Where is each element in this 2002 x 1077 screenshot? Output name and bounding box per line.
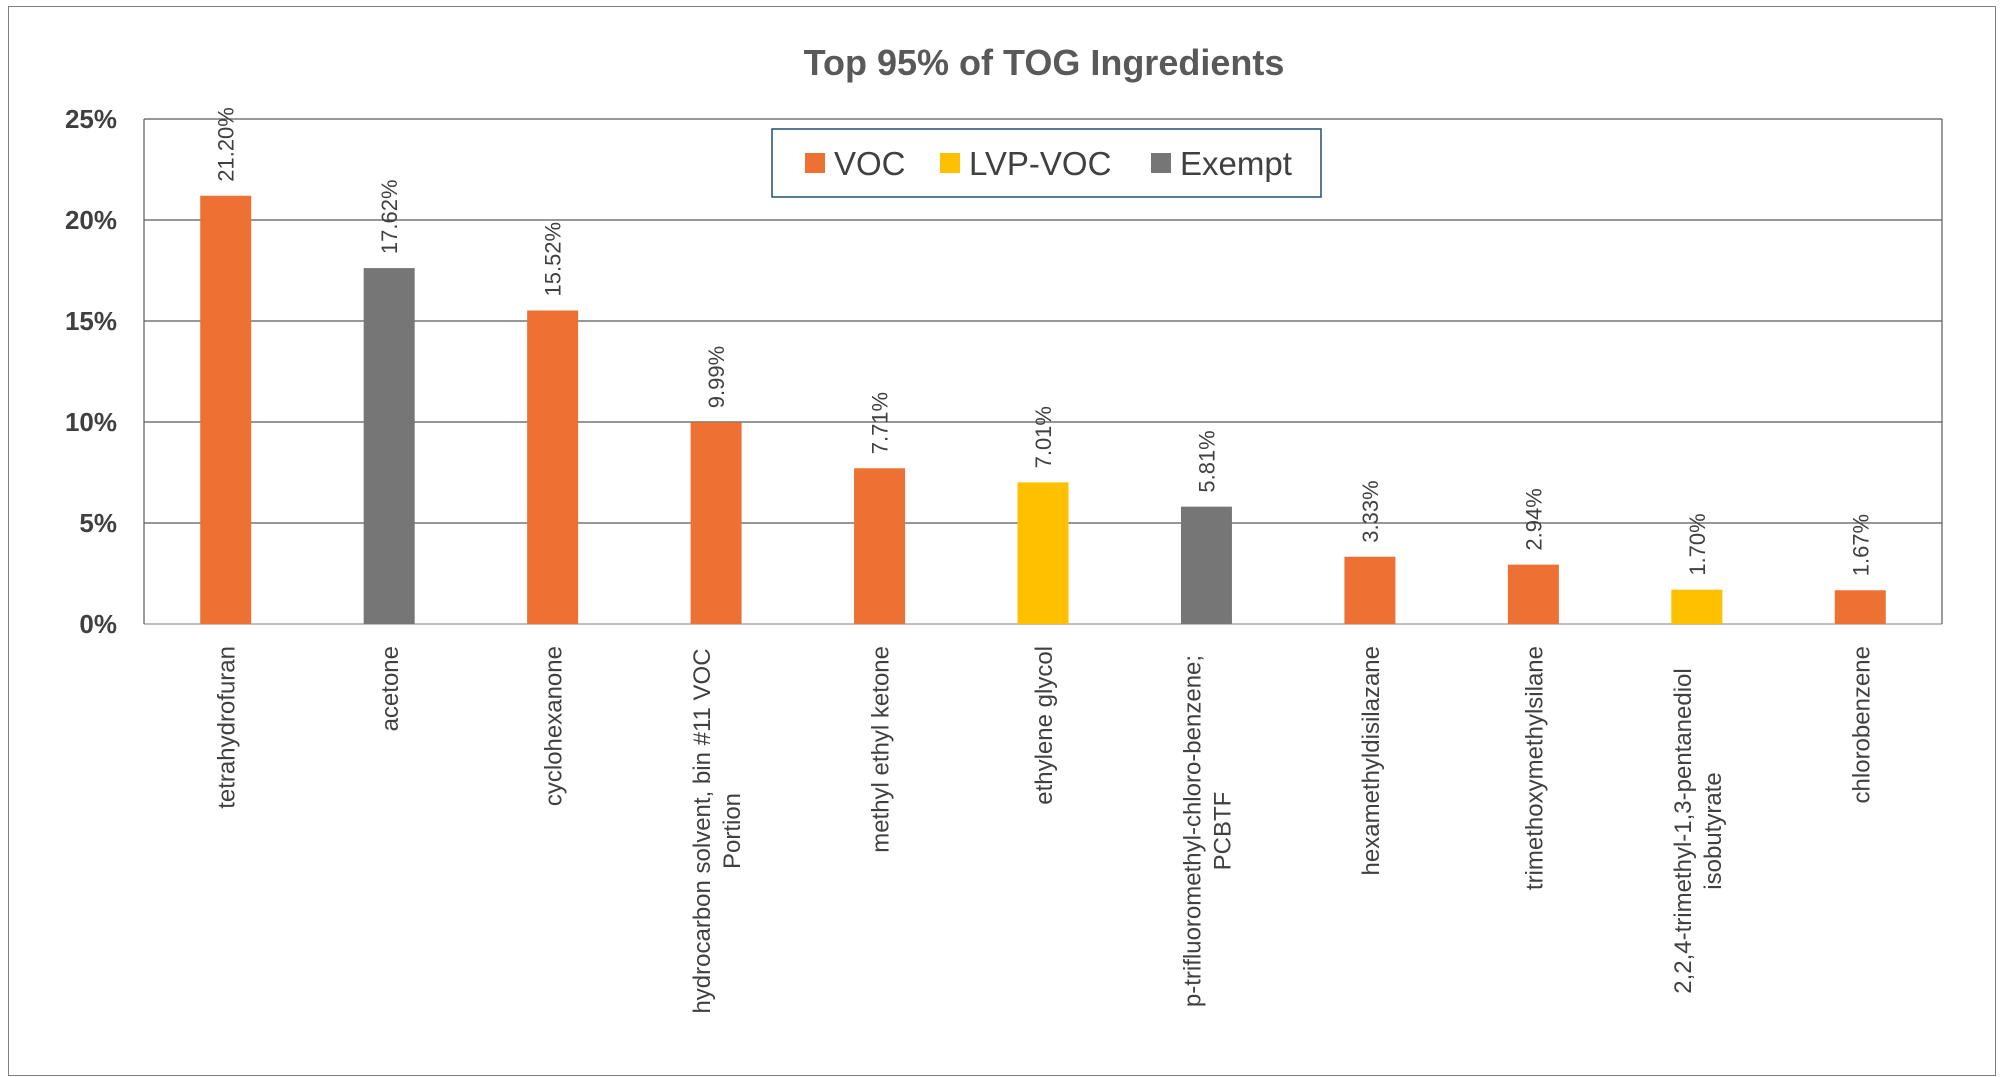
x-tick-label-line: tetrahydrofuran [214,646,241,809]
y-tick-label: 5% [79,508,117,538]
bar-chart: Top 95% of TOG Ingredients 0% 5% 10% 15% 20%… [65,42,1943,1014]
legend: VOC LVP-VOC Exempt [771,128,1322,198]
legend-label: LVP-VOC [969,145,1111,182]
y-tick-label: 10% [65,407,117,437]
y-tick-label: 15% [65,306,117,336]
bar [1180,506,1232,624]
bar [1834,590,1886,624]
y-axis-ticks: 0% 5% 10% 15% 20% 25% [65,104,117,639]
bar [200,195,252,624]
x-tick-label-line: chlorobenzene [1848,646,1875,803]
bar [363,268,415,624]
bar [1671,589,1723,624]
bar [1344,556,1396,624]
x-tick-label-line: methyl ethyl ketone [868,646,895,853]
legend-label: VOC [834,145,906,182]
legend-label: Exempt [1180,145,1292,182]
x-tick-label: acetone [377,646,404,731]
data-labels: 21.20% 17.62% 15.52% 9.99% 7.71% 7.01% 5.81% 3.… [214,107,1874,576]
x-tick-label: 2,2,4-trimethyl-1,3-pentanediol isobutyra… [1670,668,1727,994]
x-tick-label-line: hydrocarbon solvent, bin #11 VOC [689,648,716,1013]
data-label: 1.67% [1848,514,1873,576]
chart-title: Top 95% of TOG Ingredients [804,42,1285,83]
legend-swatch [940,153,960,173]
x-tick-label: chlorobenzene [1848,646,1875,803]
x-tick-label: methyl ethyl ketone [868,646,895,853]
chart-frame: Top 95% of TOG Ingredients 0% 5% 10% 15% 20%… [8,6,1996,1076]
bar [854,468,906,624]
x-tick-label: p-trifluoromethyl-chloro-benzene; PCBTF [1179,655,1236,1007]
x-tick-label-line: cyclohexanone [541,646,568,806]
data-label: 15.52% [541,222,566,297]
x-tick-label-line: isobutyrate [1700,772,1727,889]
bar [527,310,579,624]
data-label: 3.33% [1358,480,1383,542]
x-tick-label: cyclohexanone [541,646,568,806]
x-tick-label: hydrocarbon solvent, bin #11 VOC Portion [689,648,746,1013]
x-tick-label-line: acetone [377,646,404,731]
bars [200,195,1886,624]
gridlines [143,118,1943,625]
x-tick-label-line: hexamethyldisilazane [1358,646,1385,875]
bar [1017,482,1069,624]
y-tick-label: 25% [65,104,117,134]
x-tick-label: tetrahydrofuran [214,646,241,809]
x-axis-ticks: tetrahydrofuran acetone cyclohexanone hydro… [214,646,1876,1014]
x-tick-label-line: p-trifluoromethyl-chloro-benzene; [1179,655,1206,1007]
x-tick-label-line: Portion [719,793,746,869]
data-label: 1.70% [1685,513,1710,575]
x-tick-label-line: 2,2,4-trimethyl-1,3-pentanediol [1670,668,1697,994]
x-tick-label: hexamethyldisilazane [1358,646,1385,875]
bar [1507,564,1559,624]
bar [690,422,742,624]
x-tick-label-line: ethylene glycol [1031,646,1058,805]
data-label: 21.20% [214,107,239,182]
data-label: 7.01% [1031,406,1056,468]
y-tick-label: 0% [79,609,117,639]
legend-box [771,128,1322,198]
legend-swatch [1151,153,1171,173]
x-tick-label: trimethoxymethylsilane [1521,646,1548,890]
data-label: 5.81% [1194,430,1219,492]
x-tick-label-line: trimethoxymethylsilane [1521,646,1548,890]
data-label: 17.62% [377,179,402,254]
y-tick-label: 20% [65,205,117,235]
legend-swatch [805,153,825,173]
data-label: 9.99% [704,346,729,408]
data-label: 2.94% [1521,488,1546,550]
data-label: 7.71% [868,392,893,454]
x-tick-label-line: PCBTF [1209,792,1236,871]
x-tick-label: ethylene glycol [1031,646,1058,805]
